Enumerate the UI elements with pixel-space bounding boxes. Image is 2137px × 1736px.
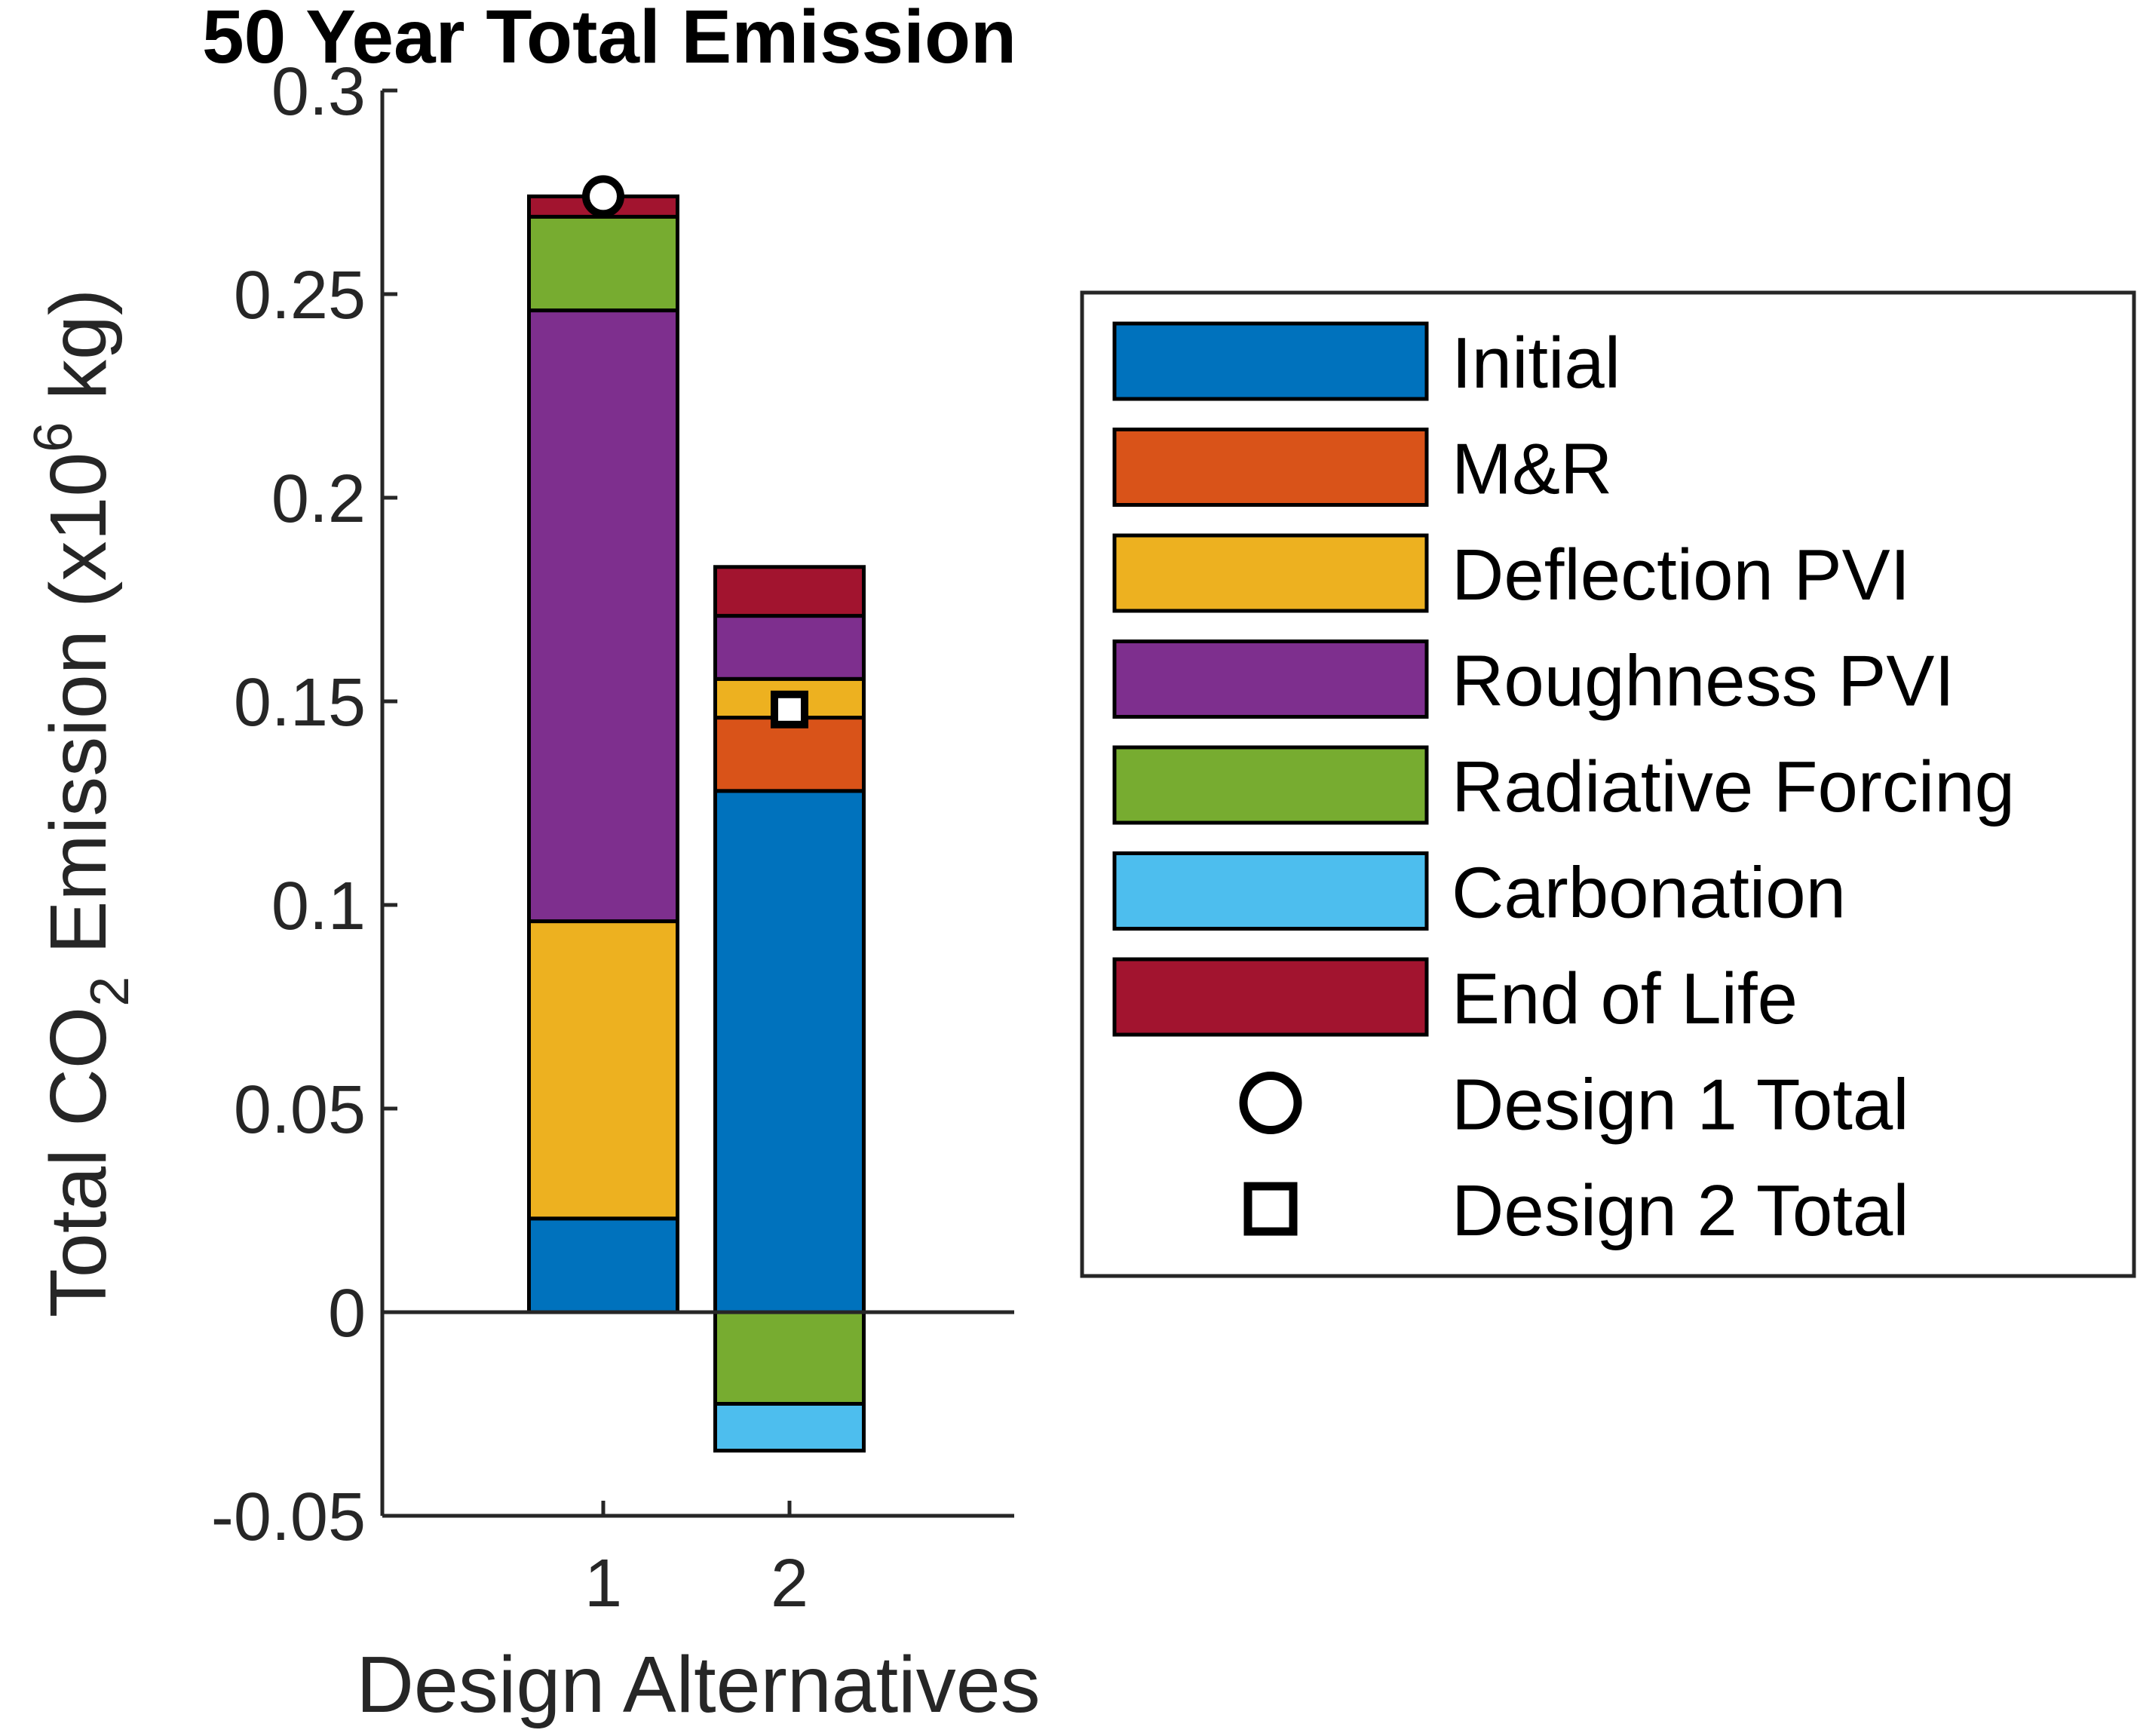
y-tick-label: 0.3 [271,54,366,130]
y-tick-label: 0.05 [234,1072,366,1148]
bar-segment [713,1402,866,1453]
y-tick-label: -0.05 [211,1480,366,1555]
y-axis-label-part: Emission (x10 [34,452,123,977]
bar-segment [527,1216,679,1314]
legend-label: Radiative Forcing [1452,747,2015,827]
y-axis-label-group: Total CO2 Emission (x106 kg) [23,289,140,1317]
y-axis-label-superscript: 6 [23,422,84,452]
y-tick-label: 0.1 [271,869,366,944]
legend-swatch [1112,428,1429,507]
legend-label: M&R [1452,429,1612,510]
design-2-total-marker [771,690,808,728]
x-axis-label: Design Alternatives [356,1640,1040,1729]
legend-swatch [1112,639,1429,719]
legend-label: Deflection PVI [1452,535,1910,615]
bar-segment [713,716,866,793]
bar-segment [713,789,866,1314]
design-1-total-marker [582,175,624,218]
plot-area: -0.05 0 0.05 0.1 0.15 0.2 0.25 0.3 1 2 [211,54,1014,1621]
legend-swatch [1112,745,1429,825]
legend-label: End of Life [1452,958,1798,1039]
x-tick-label: 2 [771,1546,808,1621]
legend-label: Initial [1452,323,1620,403]
chart-title: 50 Year Total Emission [202,0,1016,79]
legend: Initial M&R Deflection PVI Roughness PVI Rad… [1080,290,2136,1278]
x-tick-label: 1 [584,1546,622,1621]
bar-segment [713,614,866,681]
bar-segment [713,1310,866,1406]
bar-segment [713,565,866,618]
legend-square-marker [1243,1182,1298,1236]
y-axis-label-subscript: 2 [80,977,140,1007]
legend-label: Carbonation [1452,853,1846,934]
y-axis-label-part: Total CO [34,1007,123,1317]
y-tick-label: 0.25 [234,258,366,333]
legend-circle-marker [1239,1072,1302,1134]
legend-swatch [1112,851,1429,931]
bar-segment [527,214,679,313]
y-axis-label: Total CO2 Emission (x106 kg) [23,289,140,1317]
legend-swatch [1112,321,1429,401]
bar-segment [527,919,679,1221]
legend-label: Design 1 Total [1452,1065,1909,1146]
bar-segment [527,308,679,924]
y-tick-label: 0.15 [234,665,366,741]
y-tick-label: 0.2 [271,462,366,537]
legend-swatch [1112,957,1429,1037]
legend-swatch [1112,533,1429,613]
y-axis-label-part: kg) [34,289,123,422]
legend-label: Roughness PVI [1452,641,1955,722]
legend-label: Design 2 Total [1452,1170,1909,1251]
y-tick-label: 0 [328,1276,366,1351]
